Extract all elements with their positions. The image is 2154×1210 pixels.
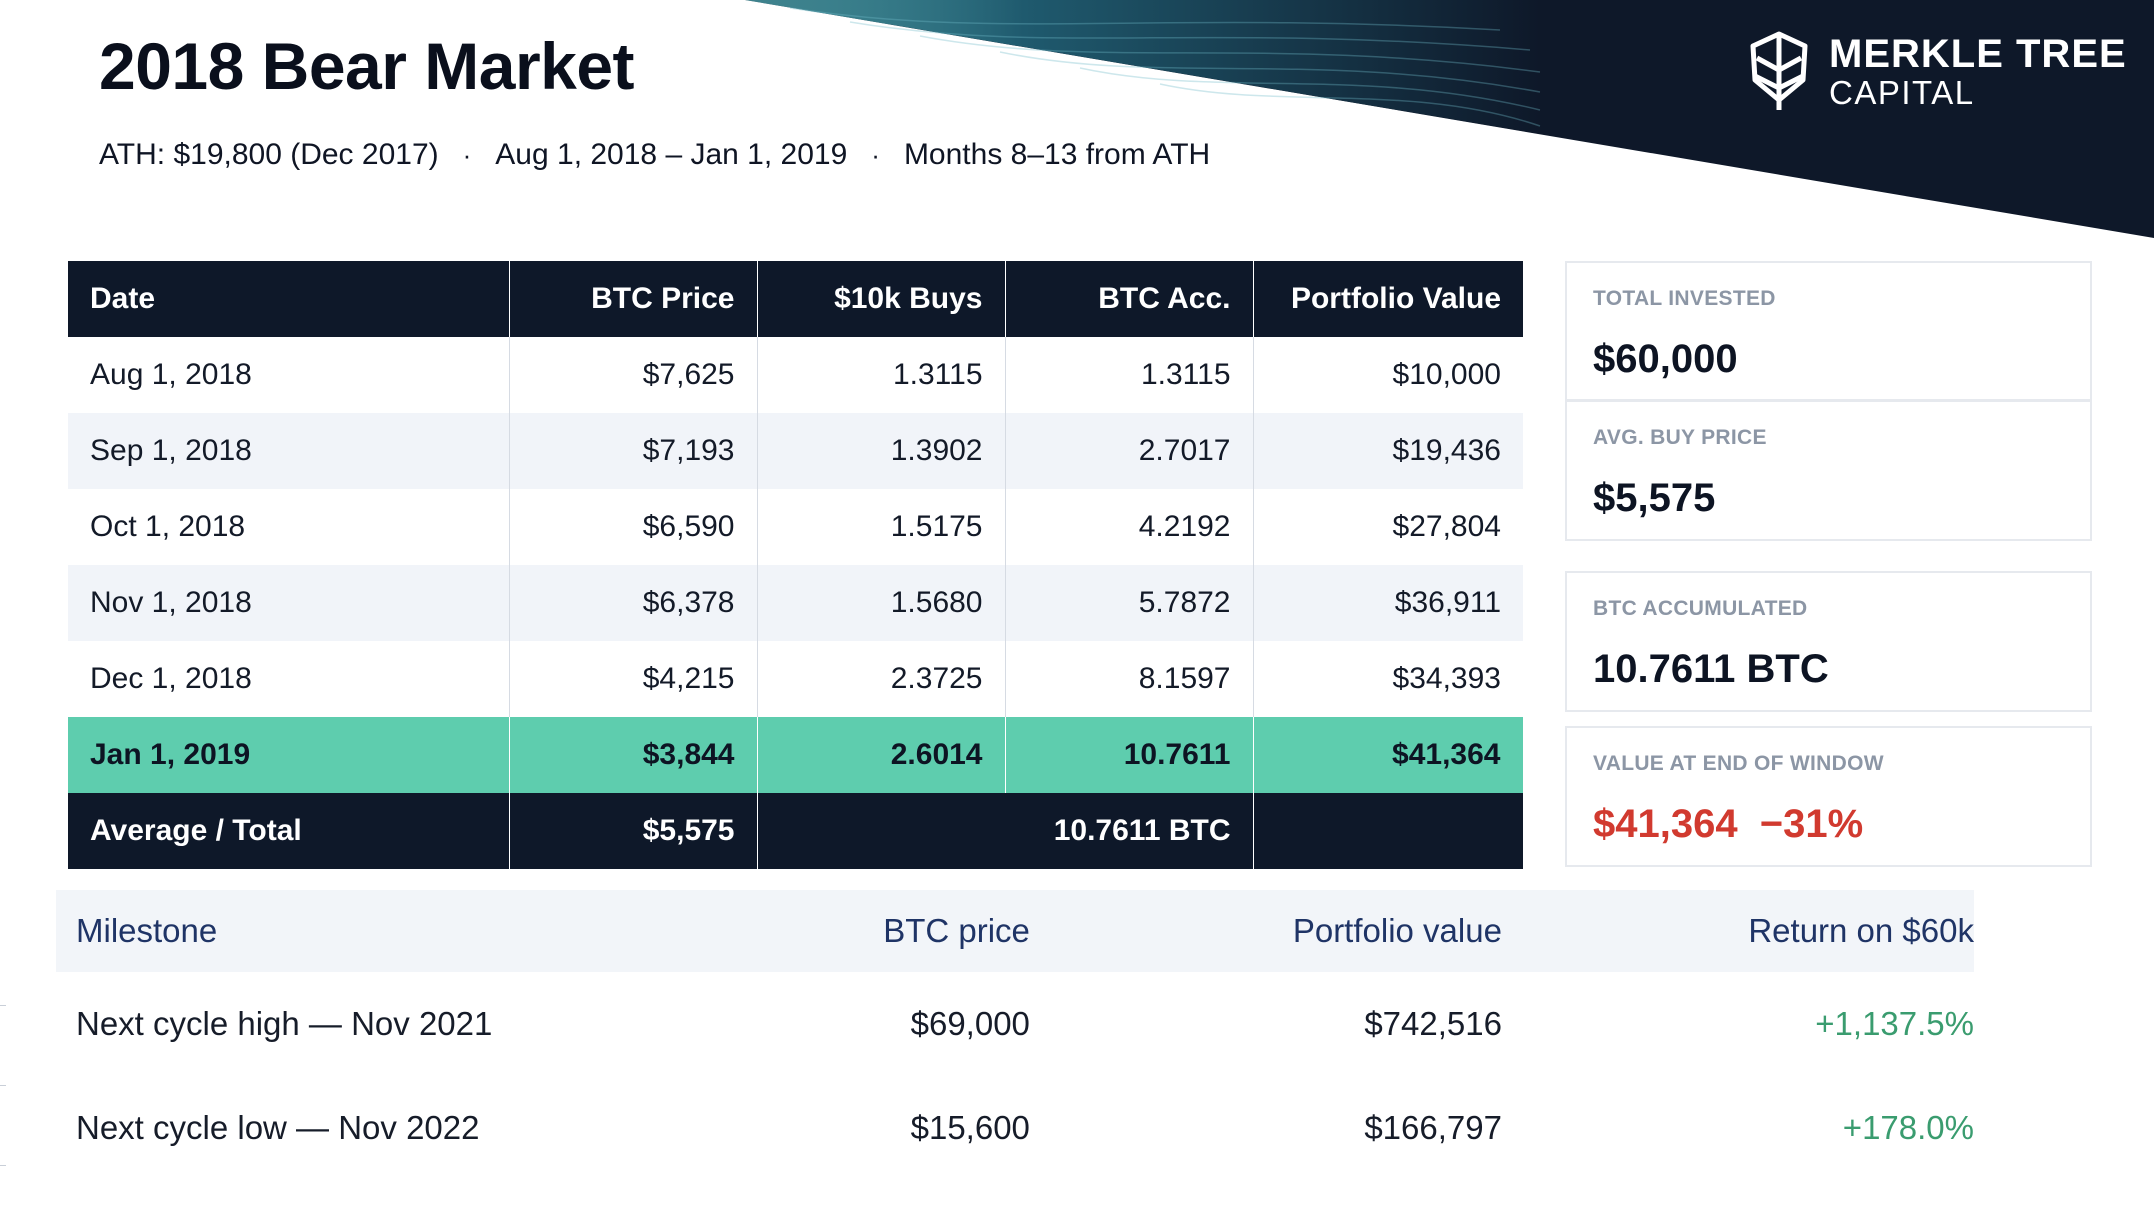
brand-subname: CAPITAL [1829, 73, 1975, 111]
stat-value: $5,575 [1593, 476, 1716, 520]
milestone-return: +178.0% [1842, 1109, 1974, 1146]
cell-btc-price: $7,625 [509, 337, 758, 413]
stat-card-total-invested: TOTAL INVESTED $60,000 [1565, 261, 2092, 401]
btc-price-column-header: BTC price [883, 912, 1030, 949]
edge-divider [0, 1085, 6, 1086]
cell-btc-acc: 2.7017 [1005, 413, 1254, 489]
cell-portfolio-value: $36,911 [1253, 565, 1523, 641]
subtitle-separator: · [462, 139, 472, 170]
table-row: Oct 1, 2018 $6,590 1.5175 4.2192 $27,804 [68, 489, 1523, 565]
milestone-column-header: Milestone [76, 912, 218, 949]
table-row: Dec 1, 2018 $4,215 2.3725 8.1597 $34,393 [68, 641, 1523, 717]
cell-date: Dec 1, 2018 [68, 641, 510, 717]
subtitle-ath: ATH: $19,800 (Dec 2017) [99, 138, 439, 171]
table-row-highlighted: Jan 1, 2019 $3,844 2.6014 10.7611 $41,36… [68, 717, 1524, 793]
cell-buys: 2.6014 [757, 717, 1006, 793]
stat-value: 10.7611 BTC [1593, 647, 1829, 691]
brand-name: MERKLE TREE [1829, 31, 2127, 76]
cell-buys: 2.3725 [757, 641, 1006, 717]
stat-value: $60,000 [1593, 337, 1738, 381]
stat-label: BTC ACCUMULATED [1593, 597, 1808, 620]
column-header-date: Date [68, 261, 510, 337]
cell-btc-price: $3,844 [509, 717, 758, 793]
edge-divider [0, 1005, 6, 1006]
cell-btc-price: $6,378 [509, 565, 758, 641]
column-header-btc-acc: BTC Acc. [1005, 261, 1254, 337]
cell-date: Sep 1, 2018 [68, 413, 510, 489]
column-header-buys: $10k Buys [757, 261, 1006, 337]
cell-portfolio-value: $10,000 [1253, 337, 1523, 413]
subtitle: ATH: $19,800 (Dec 2017) · Aug 1, 2018 – … [99, 138, 1210, 172]
table-header-row: Date BTC Price $10k Buys BTC Acc. Portfo… [68, 261, 1523, 337]
milestone-btc-price: $69,000 [910, 1005, 1030, 1042]
table-row: Nov 1, 2018 $6,378 1.5680 5.7872 $36,911 [68, 565, 1523, 641]
cell-btc-acc: 1.3115 [1005, 337, 1254, 413]
table-row: Aug 1, 2018 $7,625 1.3115 1.3115 $10,000 [68, 337, 1523, 413]
dca-table: Date BTC Price $10k Buys BTC Acc. Portfo… [68, 261, 1524, 869]
footer-empty-cell [1253, 793, 1523, 869]
milestone-return: +1,137.5% [1815, 1005, 1974, 1042]
cell-date: Oct 1, 2018 [68, 489, 510, 565]
stat-label: AVG. BUY PRICE [1593, 426, 1767, 449]
brand-logo: MERKLE TREE CAPITAL [1745, 30, 2127, 112]
stat-label: VALUE AT END OF WINDOW [1593, 752, 1884, 775]
cell-btc-acc: 5.7872 [1005, 565, 1254, 641]
shield-tree-icon [1750, 31, 1808, 110]
milestone-portfolio-value: $742,516 [1364, 1005, 1502, 1042]
table-footer-row: Average / Total $5,575 10.7611 BTC [68, 793, 1523, 869]
cell-btc-acc: 10.7611 [1005, 717, 1254, 793]
milestones-table: Milestone BTC price Portfolio value Retu… [56, 890, 1974, 1180]
milestone-row: Next cycle low — Nov 2022 $15,600 $166,7… [56, 1076, 1974, 1180]
cell-buys: 1.5175 [757, 489, 1006, 565]
return-column-header: Return on $60k [1748, 912, 1974, 949]
milestone-btc-price: $15,600 [910, 1109, 1030, 1146]
stat-card-avg-buy-price: AVG. BUY PRICE $5,575 [1565, 400, 2092, 541]
milestone-row: Next cycle high — Nov 2021 $69,000 $742,… [56, 972, 1974, 1076]
cell-btc-acc: 4.2192 [1005, 489, 1254, 565]
portfolio-value-column-header: Portfolio value [1292, 912, 1502, 949]
cell-btc-price: $4,215 [509, 641, 758, 717]
cell-portfolio-value: $27,804 [1253, 489, 1523, 565]
cell-date: Nov 1, 2018 [68, 565, 510, 641]
stat-card-btc-accumulated: BTC ACCUMULATED 10.7611 BTC [1565, 571, 2092, 712]
table-row: Sep 1, 2018 $7,193 1.3902 2.7017 $19,436 [68, 413, 1523, 489]
stat-card-end-value: VALUE AT END OF WINDOW $41,364 −31% [1565, 726, 2092, 867]
milestone-name: Next cycle low — Nov 2022 [76, 1109, 480, 1146]
cell-btc-price: $7,193 [509, 413, 758, 489]
footer-total-btc: 10.7611 BTC [757, 793, 1254, 869]
cell-buys: 1.3902 [757, 413, 1006, 489]
column-header-portfolio-value: Portfolio Value [1253, 261, 1523, 337]
subtitle-separator: · [871, 139, 880, 170]
cell-buys: 1.3115 [757, 337, 1006, 413]
footer-label: Average / Total [68, 793, 510, 869]
milestones-header-row: Milestone BTC price Portfolio value Retu… [56, 890, 1974, 972]
stat-label: TOTAL INVESTED [1593, 287, 1776, 310]
footer-avg-price: $5,575 [509, 793, 758, 869]
stat-value-negative: $41,364 −31% [1593, 802, 1864, 846]
cell-date: Aug 1, 2018 [68, 337, 510, 413]
cell-portfolio-value: $19,436 [1253, 413, 1523, 489]
milestone-name: Next cycle high — Nov 2021 [76, 1005, 493, 1042]
cell-buys: 1.5680 [757, 565, 1006, 641]
cell-btc-acc: 8.1597 [1005, 641, 1254, 717]
subtitle-date-range: Aug 1, 2018 – Jan 1, 2019 [495, 138, 848, 171]
cell-date: Jan 1, 2019 [68, 717, 510, 793]
cell-portfolio-value: $34,393 [1253, 641, 1523, 717]
subtitle-months: Months 8–13 from ATH [903, 138, 1211, 171]
cell-portfolio-value: $41,364 [1253, 717, 1524, 793]
column-header-btc-price: BTC Price [509, 261, 758, 337]
cell-btc-price: $6,590 [509, 489, 758, 565]
page-title: 2018 Bear Market [99, 29, 635, 103]
milestone-portfolio-value: $166,797 [1364, 1109, 1502, 1146]
edge-divider [0, 1165, 6, 1166]
